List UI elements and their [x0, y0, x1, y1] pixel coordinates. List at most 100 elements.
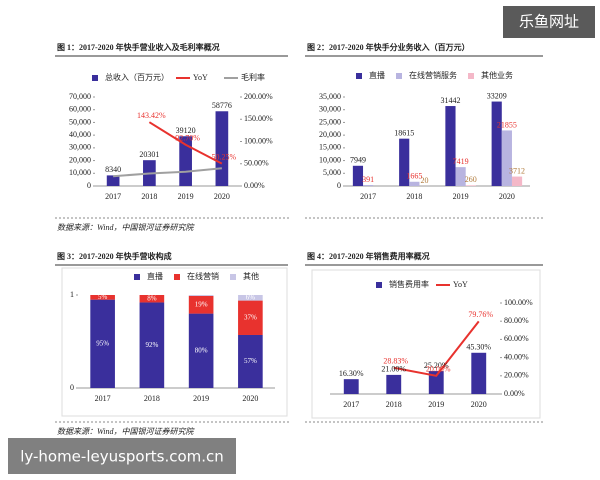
data-label: 37% — [244, 313, 257, 321]
x-tick-label: 2019 — [428, 400, 444, 409]
data-label: 39120 — [176, 126, 196, 135]
data-label: 33209 — [487, 91, 507, 100]
y-tick-label: 10,000 — [69, 168, 91, 177]
x-tick-label: 2018 — [386, 400, 402, 409]
data-label: 50.25% — [212, 152, 237, 161]
x-tick-label: 2019 — [178, 192, 194, 201]
legend-swatch — [396, 73, 402, 79]
data-label: 31442 — [440, 96, 460, 105]
legend-swatch — [468, 73, 474, 79]
y-tick-label: 50,000 — [69, 117, 91, 126]
bar — [139, 295, 165, 303]
y-tick-label: 100.00% — [244, 136, 273, 145]
data-label: 21855 — [497, 120, 517, 129]
data-label: 143.42% — [137, 111, 166, 120]
line — [148, 121, 223, 165]
bar — [188, 313, 214, 388]
data-label: 1665 — [406, 172, 422, 181]
watermark: ly-home-leyusports.com.cn — [20, 448, 224, 466]
bar — [471, 352, 487, 394]
line — [393, 320, 480, 377]
data-label: 391 — [362, 175, 374, 184]
bar — [188, 295, 214, 296]
y-tick-label: 20,000 — [69, 155, 91, 164]
x-tick-label: 2017 — [343, 400, 359, 409]
y-tick-label: 0 — [87, 181, 91, 190]
bar — [455, 167, 466, 186]
bar — [238, 300, 263, 335]
bar — [511, 176, 523, 186]
bar — [428, 371, 444, 394]
legend-label: YoY — [453, 280, 468, 289]
data-label: 18615 — [394, 128, 414, 137]
bar — [90, 295, 115, 300]
legend-label: 其他 — [243, 271, 259, 281]
x-tick-label: 2020 — [214, 192, 230, 201]
y-tick-label: 30,000 — [319, 105, 341, 114]
bar — [386, 374, 402, 394]
y-tick-label: 5,000 — [323, 168, 341, 177]
data-label: 8340 — [105, 165, 121, 174]
bar — [139, 302, 165, 388]
legend-label: YoY — [193, 73, 208, 82]
y-tick-label: 20,000 — [319, 130, 341, 139]
data-label: 7949 — [350, 156, 366, 165]
y-tick-label: 0 — [337, 181, 341, 190]
y-tick-label: 100.00% — [504, 298, 533, 307]
legend-swatch — [174, 274, 180, 280]
legend-label: 销售费用率 — [389, 279, 429, 289]
bar — [90, 299, 115, 388]
y-tick-label: 0 — [70, 383, 74, 392]
data-label: 57% — [244, 357, 257, 365]
y-tick-label: 1 — [70, 290, 74, 299]
legend-swatch — [134, 274, 140, 280]
y-tick-label: 0.00% — [504, 389, 525, 398]
panel-frame — [311, 269, 541, 419]
chart-title: 图 2：2017-2020 年快手分业务收入（百万元） — [307, 42, 470, 52]
source-note: 数据来源：Wind，中国银河证券研究院 — [57, 223, 195, 232]
data-label: 20301 — [139, 150, 159, 159]
data-label: 79.76% — [468, 310, 493, 319]
y-tick-label: 150.00% — [244, 114, 273, 123]
bar — [106, 175, 120, 186]
y-tick-label: 60.00% — [504, 334, 529, 343]
x-tick-label: 2020 — [499, 192, 515, 201]
y-tick-label: 0.00% — [244, 181, 265, 190]
y-tick-label: 40,000 — [69, 130, 91, 139]
y-tick-label: 200.00% — [244, 92, 273, 101]
data-label: 6% — [246, 293, 256, 301]
bar — [215, 111, 229, 186]
x-tick-label: 2017 — [360, 192, 376, 201]
data-label: 20 — [421, 176, 429, 185]
x-tick-label: 2018 — [406, 192, 422, 201]
panel-frame — [61, 267, 288, 417]
bar — [343, 379, 359, 394]
data-label: 28.83% — [383, 357, 408, 366]
x-tick-label: 2018 — [144, 394, 160, 403]
x-tick-label: 2017 — [95, 394, 111, 403]
y-tick-label: 50.00% — [244, 159, 269, 168]
y-tick-label: 40.00% — [504, 352, 529, 361]
x-tick-label: 2018 — [141, 192, 157, 201]
data-label: 92.70% — [175, 134, 200, 143]
bar — [238, 334, 263, 388]
source-note: 数据来源：Wind，中国银河证券研究院 — [57, 427, 195, 436]
bar — [188, 295, 214, 314]
y-tick-label: 60,000 — [69, 105, 91, 114]
legend-label: 直播 — [147, 271, 163, 281]
y-tick-label: 30,000 — [69, 143, 91, 152]
legend-label: 在线营销 — [187, 271, 219, 281]
watermark: 乐鱼网址 — [519, 13, 579, 31]
data-label: 260 — [465, 175, 477, 184]
bar — [445, 106, 456, 186]
y-tick-label: 70,000 — [69, 92, 91, 101]
bar — [465, 185, 476, 186]
data-label: 5% — [98, 293, 108, 301]
legend-label: 其他业务 — [481, 70, 513, 80]
x-tick-label: 2020 — [242, 394, 258, 403]
legend-swatch — [230, 274, 236, 280]
data-label: 21.00% — [381, 365, 406, 374]
data-label: 8% — [147, 294, 157, 302]
x-tick-label: 2019 — [453, 192, 469, 201]
